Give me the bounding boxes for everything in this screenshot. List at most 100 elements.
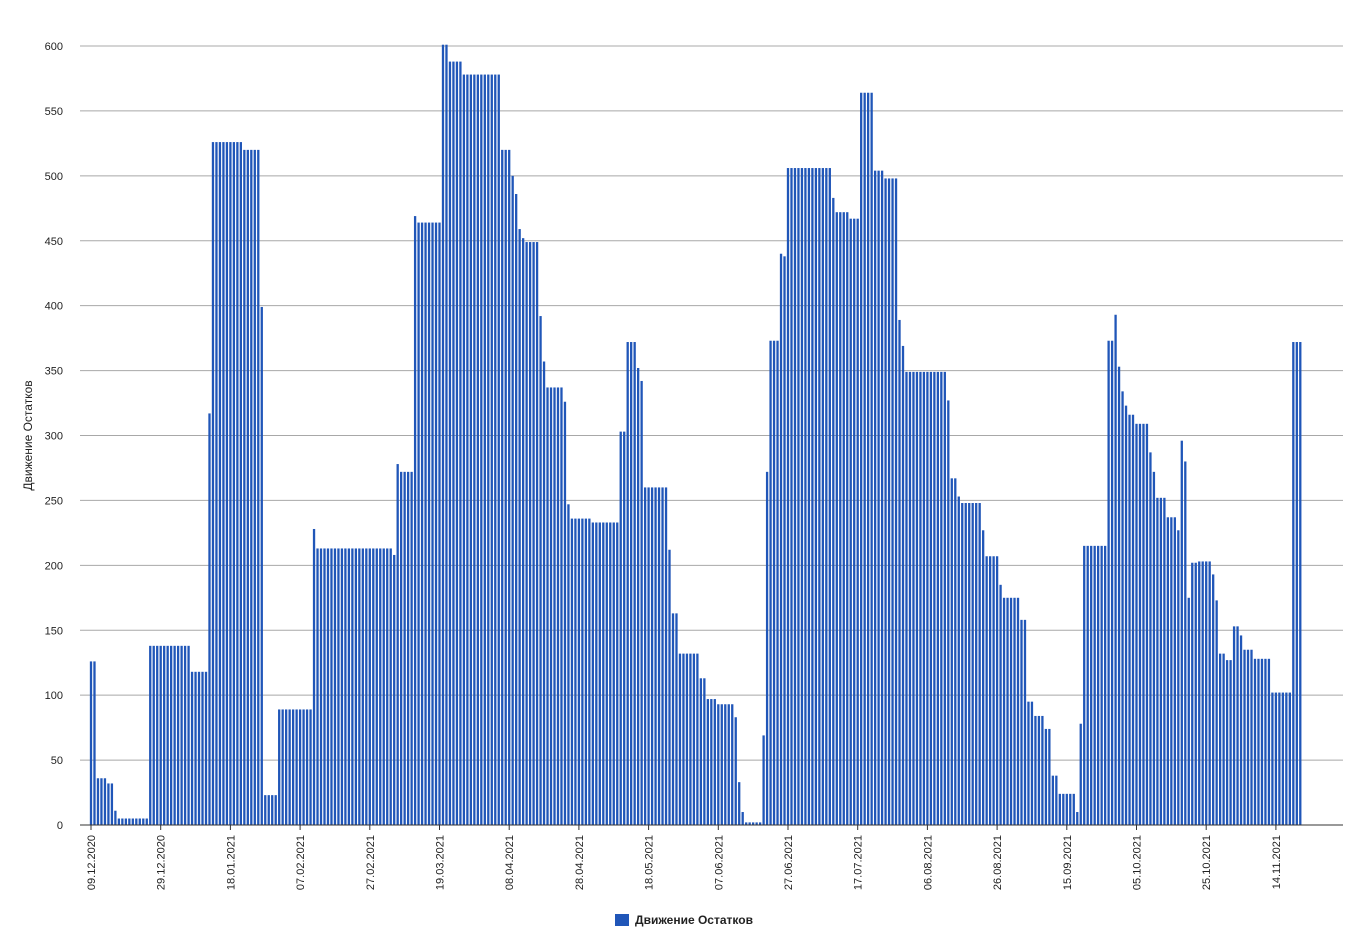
- x-tick-label: 18.01.2021: [225, 835, 237, 890]
- bar: [215, 142, 218, 825]
- y-tick-label: 50: [51, 755, 63, 767]
- bar: [309, 709, 312, 825]
- bar: [1271, 692, 1274, 825]
- bar: [490, 74, 493, 825]
- bar: [448, 61, 452, 825]
- bar: [804, 168, 807, 826]
- bar: [626, 342, 629, 825]
- bar: [100, 778, 103, 825]
- bar: [1170, 517, 1173, 825]
- bar: [828, 168, 831, 826]
- bar: [466, 74, 469, 825]
- bar: [995, 556, 999, 825]
- bar: [1229, 660, 1232, 825]
- bar: [689, 653, 692, 825]
- bar: [1159, 497, 1163, 825]
- bar: [835, 212, 838, 825]
- bar: [438, 222, 441, 825]
- bar: [316, 548, 319, 825]
- bar: [434, 222, 438, 825]
- bar: [1093, 545, 1096, 825]
- bar: [887, 178, 891, 825]
- bar: [720, 704, 723, 825]
- bar: [968, 503, 971, 825]
- bar: [166, 645, 169, 825]
- bar: [302, 709, 305, 825]
- bar: [1062, 793, 1065, 825]
- bar: [943, 371, 946, 825]
- bar: [1177, 530, 1180, 825]
- bar: [379, 548, 382, 825]
- bar: [1191, 562, 1194, 825]
- legend[interactable]: Движение Остатков: [0, 913, 1368, 927]
- bar: [832, 197, 835, 825]
- bar: [884, 178, 887, 825]
- bar: [860, 92, 863, 826]
- bar: [1285, 692, 1288, 825]
- bar: [1198, 561, 1201, 825]
- bar: [288, 709, 291, 825]
- bar: [567, 504, 570, 825]
- bar: [877, 170, 880, 825]
- bar: [1218, 653, 1222, 825]
- bar: [483, 74, 486, 825]
- bar: [528, 242, 532, 826]
- bar: [312, 528, 316, 825]
- bar: [856, 218, 859, 825]
- x-tick-label: 27.02.2021: [365, 835, 377, 890]
- bar: [964, 503, 967, 825]
- bar: [912, 371, 915, 825]
- bar: [330, 548, 333, 825]
- x-tick-label: 18.05.2021: [644, 835, 656, 890]
- bar: [1041, 715, 1044, 825]
- x-tick-label: 06.08.2021: [922, 835, 934, 890]
- bar: [643, 487, 647, 825]
- bar: [588, 518, 591, 825]
- bar: [197, 671, 201, 825]
- bar: [797, 168, 800, 826]
- bar: [657, 487, 661, 825]
- bar: [417, 222, 420, 825]
- bar: [532, 242, 535, 826]
- bar: [326, 548, 330, 825]
- bar: [922, 371, 926, 825]
- bar: [1152, 471, 1156, 825]
- bar: [630, 342, 633, 825]
- x-tick-label: 25.10.2021: [1201, 835, 1213, 890]
- bar: [194, 671, 197, 825]
- bar: [285, 709, 288, 825]
- bar: [1100, 545, 1103, 825]
- y-tick-label: 200: [45, 560, 63, 572]
- y-tick-label: 350: [45, 366, 63, 378]
- bar: [176, 645, 180, 825]
- bar: [842, 212, 845, 825]
- bar: [291, 709, 295, 825]
- bar: [281, 709, 284, 825]
- legend-swatch: [615, 914, 630, 926]
- bar: [1253, 658, 1257, 825]
- y-tick-label: 300: [45, 431, 63, 443]
- bar: [807, 168, 811, 826]
- bar: [772, 340, 776, 825]
- bar: [1013, 597, 1016, 825]
- bar: [347, 548, 351, 825]
- bar: [574, 518, 577, 825]
- bar: [954, 478, 957, 825]
- bar: [96, 778, 100, 825]
- bar: [504, 149, 507, 825]
- bar: [1131, 414, 1135, 825]
- bar: [1243, 649, 1246, 825]
- bar: [218, 142, 222, 825]
- bar: [361, 548, 364, 825]
- y-tick-label: 150: [45, 625, 63, 637]
- bar: [518, 229, 521, 825]
- bar: [675, 613, 678, 825]
- bar: [710, 699, 713, 825]
- bar: [145, 818, 148, 825]
- bar: [521, 238, 525, 825]
- bar: [741, 812, 744, 825]
- x-tick-label: 26.08.2021: [992, 835, 1004, 890]
- bar: [114, 810, 117, 825]
- bar: [919, 371, 922, 825]
- bar: [413, 216, 417, 825]
